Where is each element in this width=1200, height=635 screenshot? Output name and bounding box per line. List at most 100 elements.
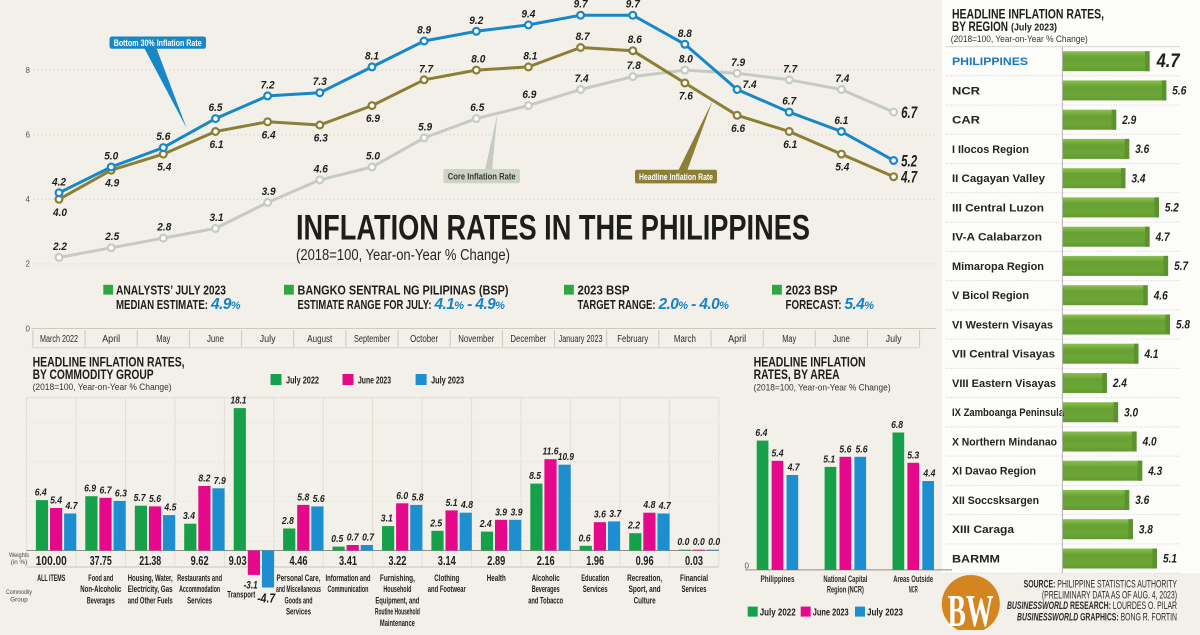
svg-text:9.7: 9.7 — [574, 0, 589, 11]
svg-text:(in %): (in %) — [11, 559, 27, 566]
svg-text:5.8: 5.8 — [1176, 318, 1190, 332]
svg-text:Food and: Food and — [88, 573, 113, 584]
svg-text:XIII Caraga: XIII Caraga — [952, 524, 1015, 536]
svg-text:2.8: 2.8 — [281, 516, 294, 527]
svg-text:May: May — [156, 334, 170, 345]
svg-text:6.4: 6.4 — [262, 129, 276, 141]
svg-text:July 2022: July 2022 — [286, 374, 319, 386]
svg-text:June: June — [207, 334, 224, 345]
svg-text:4.7: 4.7 — [1155, 230, 1171, 244]
svg-text:March 2022: March 2022 — [40, 334, 78, 345]
svg-text:3.4: 3.4 — [183, 511, 195, 522]
svg-text:(2018=100, Year-on-Year % Chan: (2018=100, Year-on-Year % Change) — [296, 247, 510, 264]
svg-text:21.38: 21.38 — [139, 553, 161, 568]
svg-text:HEADLINE INFLATION RATES,: HEADLINE INFLATION RATES, — [33, 354, 185, 369]
svg-text:June 2023: June 2023 — [813, 607, 849, 618]
svg-text:6.1: 6.1 — [210, 139, 224, 151]
svg-text:BY REGION: BY REGION — [952, 19, 1008, 34]
svg-text:FORECAST:: FORECAST: — [786, 297, 842, 312]
svg-text:4.7: 4.7 — [900, 168, 918, 187]
svg-text:1.96: 1.96 — [586, 553, 604, 568]
svg-text:6.7: 6.7 — [901, 103, 918, 122]
svg-text:3.41: 3.41 — [339, 553, 357, 568]
svg-text:5.3: 5.3 — [907, 450, 919, 461]
svg-text:Maintenance: Maintenance — [380, 618, 415, 629]
svg-text:4.7: 4.7 — [1156, 51, 1181, 72]
svg-text:June 2023: June 2023 — [358, 374, 391, 386]
svg-text:3.9: 3.9 — [511, 507, 523, 518]
svg-text:7.4: 7.4 — [835, 73, 849, 85]
svg-text:2.16: 2.16 — [537, 553, 555, 568]
svg-text:5.4: 5.4 — [50, 496, 62, 507]
svg-text:CAR: CAR — [952, 115, 980, 127]
svg-text:5.8: 5.8 — [412, 492, 424, 503]
svg-text:May: May — [782, 334, 796, 345]
svg-text:and Other Fuels: and Other Fuels — [128, 595, 173, 606]
svg-text:National Capital: National Capital — [823, 574, 867, 585]
svg-text:Sport, and: Sport, and — [629, 584, 661, 595]
svg-text:4.7: 4.7 — [787, 463, 801, 474]
svg-text:Region (NCR): Region (NCR) — [827, 584, 864, 595]
svg-text:Culture: Culture — [634, 595, 656, 606]
svg-text:April: April — [728, 334, 746, 345]
svg-text:4.0: 4.0 — [52, 207, 68, 219]
svg-text:9.03: 9.03 — [229, 553, 247, 568]
svg-text:7.2: 7.2 — [261, 79, 275, 91]
svg-text:8.9: 8.9 — [417, 25, 432, 37]
svg-text:BUSINESSWORLD GRAPHICS: BONG R: BUSINESSWORLD GRAPHICS: BONG R. FORTIN — [1017, 611, 1177, 623]
svg-text:3.1: 3.1 — [210, 212, 224, 224]
svg-text:9.4: 9.4 — [521, 8, 535, 20]
svg-text:2.5: 2.5 — [429, 518, 442, 529]
svg-text:8: 8 — [26, 66, 31, 75]
svg-text:11.6: 11.6 — [543, 447, 559, 458]
svg-text:5.4: 5.4 — [157, 162, 171, 174]
svg-text:3.9: 3.9 — [262, 186, 277, 198]
svg-text:PHILIPPINES: PHILIPPINES — [952, 56, 1029, 68]
svg-text:3.14: 3.14 — [438, 553, 457, 568]
svg-text:7.9: 7.9 — [731, 57, 746, 69]
svg-text:Commodity: Commodity — [6, 589, 33, 596]
svg-text:2.8: 2.8 — [156, 222, 172, 234]
svg-text:4: 4 — [26, 195, 31, 204]
svg-text:3.6: 3.6 — [1135, 142, 1149, 156]
svg-text:2.5: 2.5 — [104, 231, 120, 243]
svg-text:6.9: 6.9 — [522, 89, 537, 101]
svg-text:Beverages: Beverages — [532, 584, 560, 595]
svg-text:ANALYSTS’ JULY 2023: ANALYSTS’ JULY 2023 — [116, 282, 226, 297]
svg-text:8.1: 8.1 — [523, 50, 537, 62]
svg-text:Beverages: Beverages — [87, 595, 115, 606]
svg-text:0.7: 0.7 — [347, 533, 360, 544]
svg-text:XI Davao Region: XI Davao Region — [952, 466, 1036, 478]
svg-text:2.4: 2.4 — [479, 519, 492, 530]
svg-text:5.1: 5.1 — [1163, 552, 1177, 566]
svg-text:NCR: NCR — [909, 584, 918, 595]
svg-text:0.0: 0.0 — [693, 537, 705, 548]
svg-text:and Footwear: and Footwear — [428, 584, 466, 595]
svg-text:5.7: 5.7 — [134, 493, 147, 504]
svg-text:X Northern Mindanao: X Northern Mindanao — [952, 437, 1057, 449]
svg-text:100.00: 100.00 — [36, 553, 67, 568]
svg-text:Philippines: Philippines — [761, 574, 795, 585]
svg-text:6.3: 6.3 — [115, 488, 127, 499]
svg-text:XII Soccsksargen: XII Soccsksargen — [952, 495, 1039, 507]
svg-text:6.7: 6.7 — [100, 485, 113, 496]
svg-text:June: June — [833, 334, 850, 345]
svg-text:-3.1: -3.1 — [244, 579, 258, 591]
svg-text:6.4: 6.4 — [755, 428, 767, 439]
svg-text:2.2: 2.2 — [627, 521, 640, 532]
svg-text:0: 0 — [745, 562, 750, 571]
svg-text:5.4: 5.4 — [772, 448, 784, 459]
svg-text:7.4: 7.4 — [743, 79, 757, 91]
svg-text:4.7: 4.7 — [65, 501, 79, 512]
svg-text:3.0: 3.0 — [1124, 405, 1138, 419]
svg-text:4.8: 4.8 — [643, 500, 656, 511]
svg-text:4.8: 4.8 — [460, 500, 473, 511]
svg-text:July: July — [260, 334, 276, 345]
svg-text:6.5: 6.5 — [470, 102, 485, 114]
svg-text:0.0: 0.0 — [708, 537, 720, 548]
svg-text:VII Central Visayas: VII Central Visayas — [952, 349, 1055, 361]
svg-text:January 2023: January 2023 — [559, 334, 603, 345]
svg-text:BY COMMODITY GROUP: BY COMMODITY GROUP — [33, 367, 154, 382]
svg-text:6.9: 6.9 — [84, 484, 96, 495]
svg-text:7.7: 7.7 — [783, 63, 798, 75]
